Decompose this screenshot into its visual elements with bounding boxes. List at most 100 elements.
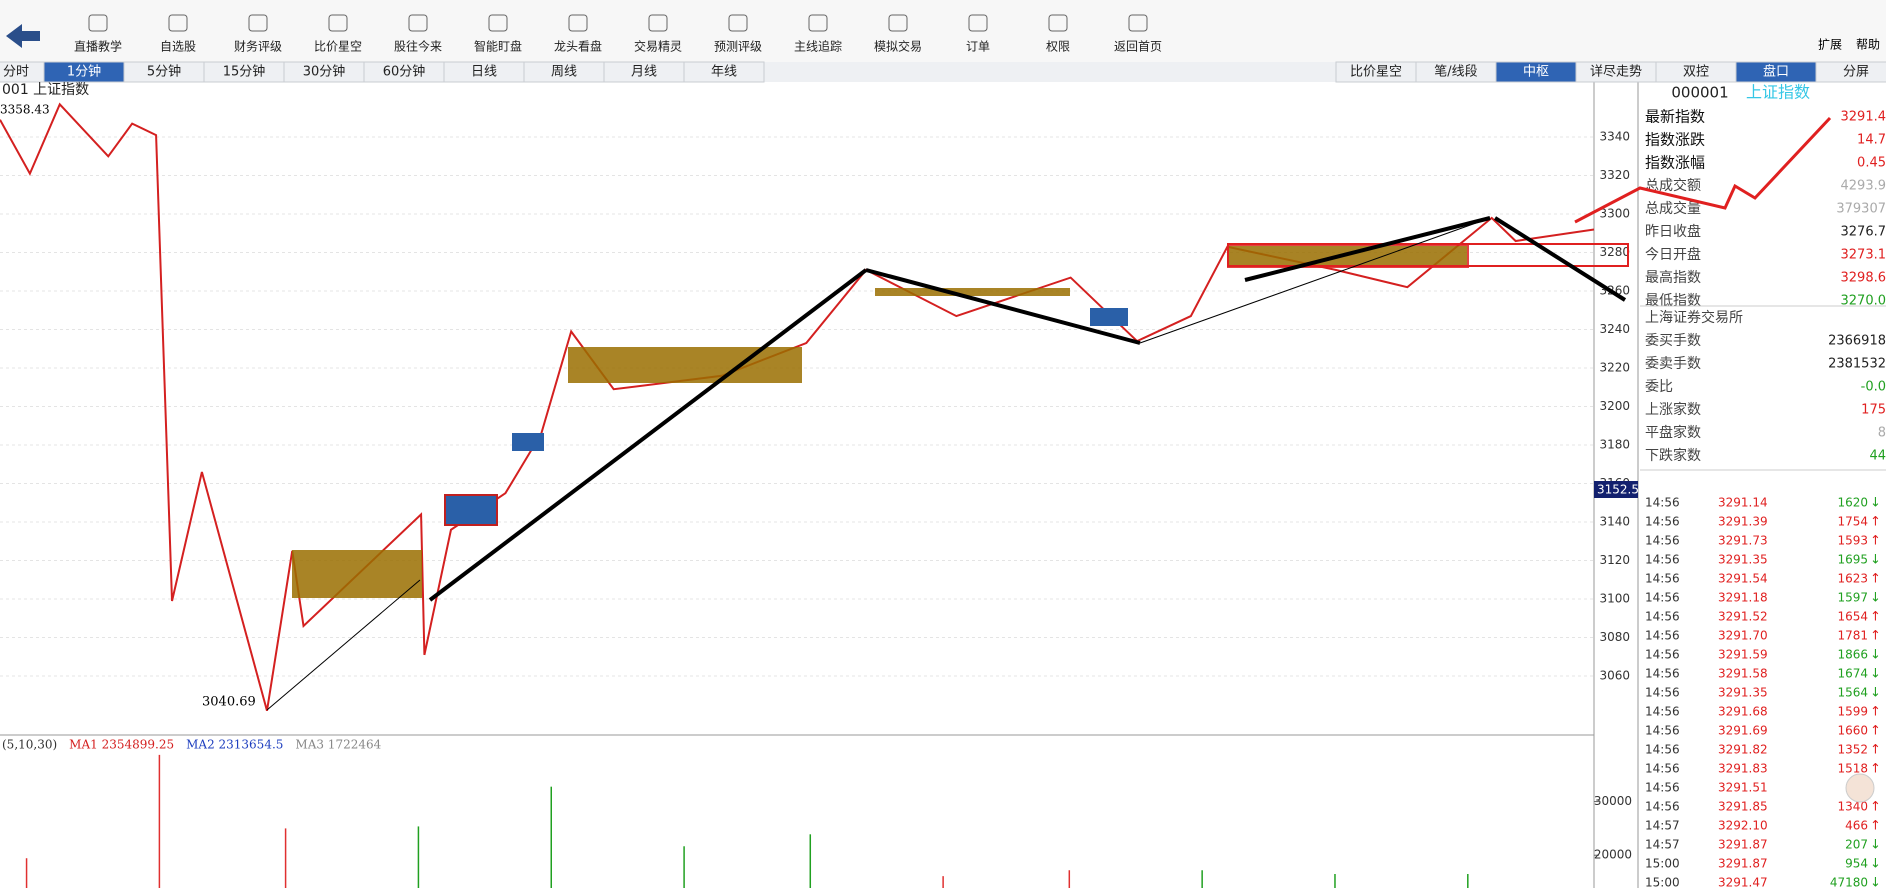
tick-volume: 1754	[1837, 515, 1868, 529]
y-tick-label: 3320	[1599, 168, 1630, 182]
tick-price: 3291.82	[1718, 743, 1768, 757]
period-label[interactable]: 年线	[711, 65, 737, 80]
period-label[interactable]: 周线	[551, 65, 577, 80]
view-tab-label[interactable]: 盘口	[1763, 64, 1789, 80]
quote-value: 8	[1878, 426, 1886, 441]
tick-price: 3291.39	[1718, 515, 1768, 529]
y-tick-label: 3060	[1599, 669, 1630, 683]
quote-label: 今日开盘	[1645, 246, 1701, 263]
tick-direction: ↓	[1870, 648, 1881, 663]
tick-price: 3291.83	[1718, 762, 1768, 776]
tick-volume: 1674	[1837, 667, 1868, 681]
view-tab-label[interactable]: 详尽走势	[1590, 64, 1642, 80]
tick-time: 14:56	[1645, 705, 1680, 719]
stroke-box	[445, 495, 497, 525]
period-label[interactable]: 日线	[471, 65, 497, 80]
quote-label: 最低指数	[1645, 293, 1701, 309]
view-tab-label[interactable]: 笔/线段	[1434, 64, 1477, 80]
y-tick-label: 3120	[1599, 553, 1630, 567]
tick-price: 3291.18	[1718, 591, 1768, 605]
toolbar-item[interactable]: 订单	[966, 40, 990, 54]
y-tick-label: 3080	[1599, 630, 1630, 644]
toolbar-item[interactable]: 自选股	[160, 40, 196, 54]
tick-price: 3291.35	[1718, 686, 1768, 700]
tick-volume: 1593	[1837, 534, 1868, 548]
tick-time: 15:00	[1645, 857, 1680, 871]
y-tick-label: 3300	[1599, 207, 1630, 221]
view-tab-label[interactable]: 双控	[1683, 65, 1709, 80]
center-box	[1228, 245, 1468, 267]
volume-legend: (5,10,30)	[2, 738, 57, 752]
tick-time: 14:56	[1645, 762, 1680, 776]
period-label[interactable]: 1分钟	[67, 64, 101, 80]
y-tick-label: 3200	[1599, 399, 1630, 413]
tick-volume: 1654	[1837, 610, 1868, 624]
low-label: 3040.69	[202, 695, 256, 710]
quote-label: 下跌家数	[1645, 447, 1701, 464]
tick-direction: ↑	[1870, 572, 1881, 587]
tick-volume: 1660	[1837, 724, 1868, 738]
toolbar-link[interactable]: 帮助	[1856, 38, 1880, 52]
exchange-name: 上海证券交易所	[1645, 309, 1743, 326]
toolbar-bg	[0, 0, 1886, 62]
toolbar-item[interactable]: 交易精灵	[634, 39, 682, 54]
period-label[interactable]: 30分钟	[303, 64, 346, 80]
tick-direction: ↓	[1870, 667, 1881, 682]
toolbar-item[interactable]: 龙头看盘	[554, 39, 602, 54]
toolbar-item[interactable]: 智能盯盘	[474, 39, 522, 54]
period-label[interactable]: 月线	[631, 65, 657, 80]
toolbar-item[interactable]: 直播教学	[74, 39, 122, 54]
view-tab-label[interactable]: 中枢	[1523, 65, 1549, 80]
quote-value: 0.45	[1857, 156, 1886, 171]
tick-direction: ↑	[1870, 515, 1881, 530]
quote-value: -0.0	[1861, 380, 1886, 395]
toolbar-item[interactable]: 预测评级	[714, 40, 762, 54]
toolbar-item[interactable]: 返回首页	[1114, 40, 1162, 54]
view-tab-label[interactable]: 比价星空	[1350, 65, 1402, 80]
tick-price: 3291.58	[1718, 667, 1768, 681]
tick-time: 15:00	[1645, 876, 1680, 889]
avatar[interactable]	[1846, 774, 1874, 802]
high-label: 3358.43	[0, 103, 50, 117]
period-label[interactable]: 分时	[3, 65, 29, 80]
quote-value: 2366918	[1828, 334, 1886, 349]
tick-direction: ↓	[1870, 876, 1881, 889]
tick-time: 14:56	[1645, 743, 1680, 757]
tick-time: 14:56	[1645, 781, 1680, 795]
quote-label: 平盘家数	[1645, 424, 1701, 441]
quote-value: 44	[1869, 449, 1886, 464]
tick-direction: ↑	[1870, 762, 1881, 777]
tick-direction: ↑	[1870, 705, 1881, 720]
tick-price: 3291.51	[1718, 781, 1768, 795]
view-tab-label[interactable]: 分屏	[1843, 65, 1869, 80]
y-tick-label: 3340	[1599, 130, 1630, 144]
trend-arrow	[430, 270, 866, 600]
tick-time: 14:56	[1645, 648, 1680, 662]
toolbar-item[interactable]: 权限	[1046, 40, 1070, 54]
toolbar-item[interactable]: 主线追踪	[794, 39, 842, 54]
volume-legend: MA2 2313654.5	[186, 738, 283, 752]
period-label[interactable]: 15分钟	[223, 64, 266, 80]
stroke-box	[512, 433, 544, 451]
volume-legend: MA3 1722464	[295, 738, 381, 752]
toolbar-item[interactable]: 财务评级	[234, 39, 282, 54]
quote-label: 昨日收盘	[1645, 223, 1701, 240]
quote-value: 14.7	[1857, 133, 1886, 148]
period-label[interactable]: 60分钟	[383, 64, 426, 80]
tick-price: 3291.87	[1718, 838, 1768, 852]
toolbar-item[interactable]: 股往今来	[394, 39, 442, 54]
tick-volume: 1518	[1837, 762, 1868, 776]
toolbar-link[interactable]: 扩展	[1818, 38, 1842, 52]
tick-price: 3292.10	[1718, 819, 1768, 833]
quote-value: 4293.9	[1841, 179, 1886, 194]
period-label[interactable]: 5分钟	[147, 64, 181, 80]
tick-price: 3291.14	[1718, 496, 1768, 510]
tick-direction: ↑	[1870, 800, 1881, 815]
toolbar-item[interactable]: 比价星空	[314, 40, 362, 54]
tick-price: 3291.70	[1718, 629, 1768, 643]
tick-price: 3291.69	[1718, 724, 1768, 738]
toolbar-item[interactable]: 模拟交易	[874, 39, 922, 54]
tick-time: 14:56	[1645, 534, 1680, 548]
tick-volume: 1620	[1837, 496, 1868, 510]
tick-volume: 47180	[1830, 876, 1868, 889]
